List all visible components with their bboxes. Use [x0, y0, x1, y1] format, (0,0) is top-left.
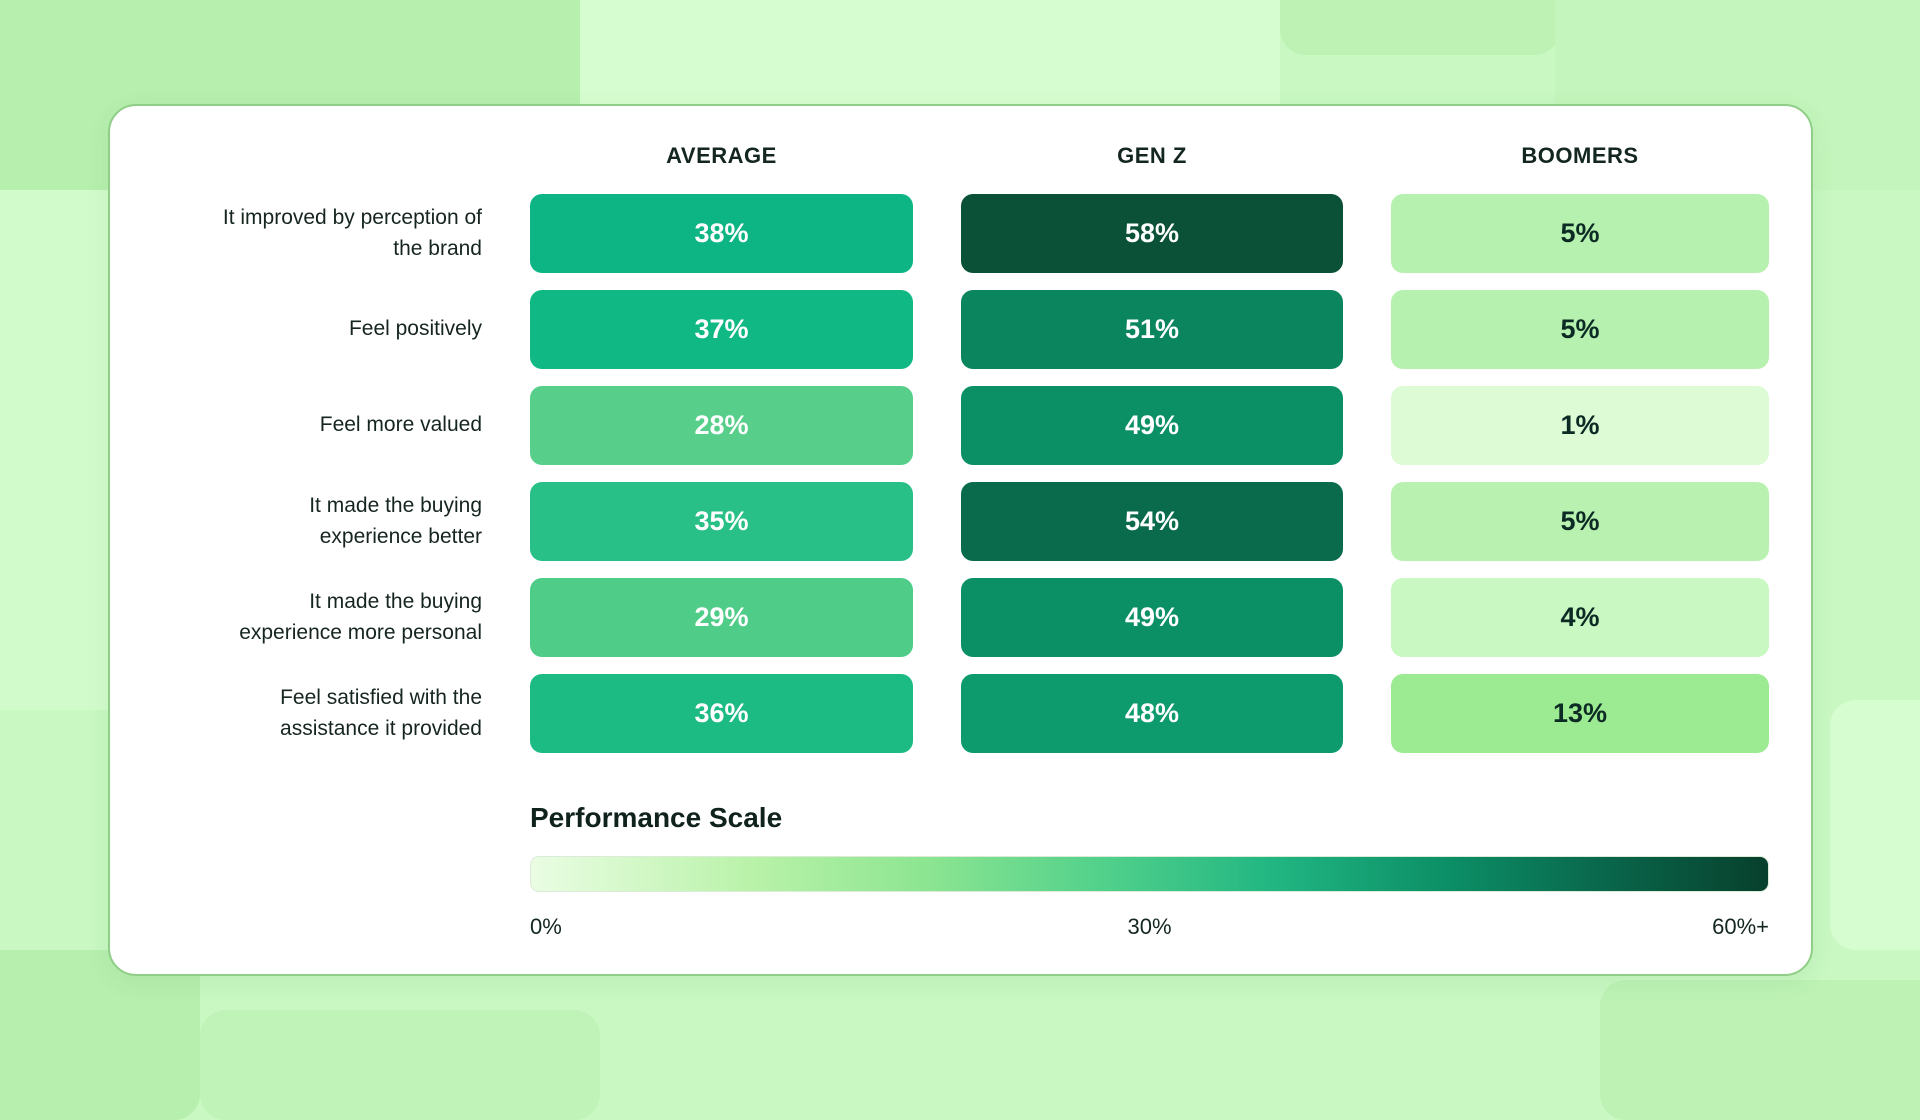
- value-cell: 58%: [961, 194, 1343, 273]
- scale-tick-mid: 30%: [1127, 914, 1172, 939]
- row-label: It made the buying experience more perso…: [239, 590, 482, 644]
- value-cell: 5%: [1391, 290, 1769, 369]
- background-block: [1280, 0, 1560, 55]
- grid-corner-spacer: [160, 134, 482, 177]
- row-label: It made the buying experience better: [309, 494, 482, 548]
- value-cell: 37%: [530, 290, 913, 369]
- value-cell: 1%: [1391, 386, 1769, 465]
- performance-scale: Performance Scale 0% 30% 60%+: [530, 802, 1769, 942]
- chart-card: AVERAGE GEN Z BOOMERS It improved by per…: [108, 104, 1813, 976]
- heatmap-grid: AVERAGE GEN Z BOOMERS It improved by per…: [160, 134, 1769, 753]
- value-cell: 4%: [1391, 578, 1769, 657]
- value-cell: 38%: [530, 194, 913, 273]
- value-cell: 49%: [961, 386, 1343, 465]
- value-cell: 5%: [1391, 482, 1769, 561]
- row-label: Feel more valued: [319, 413, 482, 437]
- value-cell: 51%: [961, 290, 1343, 369]
- scale-ticks: 0% 30% 60%+: [530, 914, 1769, 942]
- row-label: Feel positively: [348, 317, 482, 341]
- background-block: [1830, 700, 1920, 950]
- value-cell: 36%: [530, 674, 913, 753]
- value-cell: 5%: [1391, 194, 1769, 273]
- column-header-boomers: BOOMERS: [1521, 142, 1639, 168]
- value-cell: 28%: [530, 386, 913, 465]
- scale-tick-max: 60%+: [1712, 914, 1769, 939]
- background-block: [1600, 980, 1920, 1120]
- scale-tick-min: 0%: [530, 914, 562, 939]
- scale-gradient-bar: [530, 856, 1769, 892]
- value-cell: 13%: [1391, 674, 1769, 753]
- row-label: It improved by perception of the brand: [222, 206, 482, 260]
- background-block: [200, 1010, 600, 1120]
- value-cell: 35%: [530, 482, 913, 561]
- value-cell: 54%: [961, 482, 1343, 561]
- value-cell: 48%: [961, 674, 1343, 753]
- column-header-average: AVERAGE: [666, 142, 777, 168]
- column-header-genz: GEN Z: [1117, 142, 1187, 168]
- row-label: Feel satisfied with the assistance it pr…: [280, 686, 482, 740]
- value-cell: 29%: [530, 578, 913, 657]
- value-cell: 49%: [961, 578, 1343, 657]
- scale-title: Performance Scale: [530, 802, 783, 833]
